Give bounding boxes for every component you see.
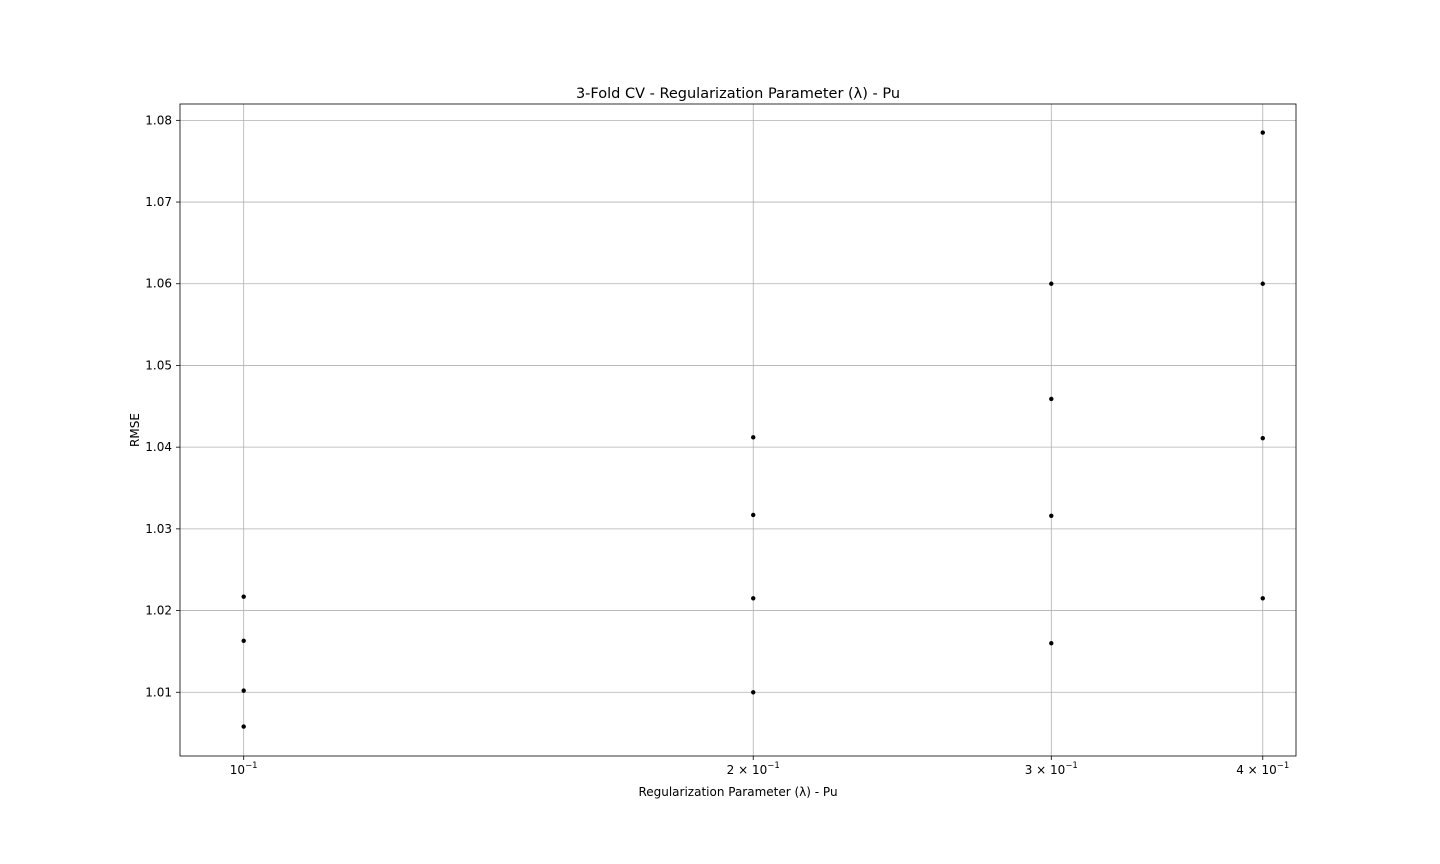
x-axis-label: Regularization Parameter (λ) - Pu <box>638 785 837 799</box>
scatter-point <box>751 512 756 518</box>
y-tick-label: 1.04 <box>145 440 172 454</box>
x-tick-label: 4 × 10−1 <box>1236 761 1289 777</box>
scatter-point <box>1049 396 1054 402</box>
x-tick-label: 10−1 <box>230 761 258 777</box>
x-tick-base: 10 <box>752 763 767 777</box>
chart-title: 3-Fold CV - Regularization Parameter (λ)… <box>576 86 900 102</box>
scatter-point <box>1260 435 1265 441</box>
scatter-point <box>241 724 246 729</box>
scatter-point <box>1049 281 1054 286</box>
y-tick-label: 1.07 <box>145 195 172 209</box>
scatter-point <box>751 596 756 601</box>
scatter-point <box>241 638 246 643</box>
data-points <box>241 130 1265 729</box>
x-tick-label: 3 × 10−1 <box>1025 761 1078 777</box>
x-tick-base: 10 <box>1262 763 1277 777</box>
scatter-point <box>241 688 246 693</box>
y-tick-label: 1.05 <box>145 358 172 372</box>
x-tick-base: 10 <box>230 763 245 777</box>
scatter-point <box>1049 513 1054 518</box>
y-tick-label: 1.02 <box>145 604 172 618</box>
scatter-point <box>1260 281 1265 286</box>
scatter-point <box>1260 130 1265 135</box>
x-axis-ticks: 10−1 2 × 10−1 3 × 10−1 4 × 10−1 <box>230 756 1289 777</box>
y-tick-label: 1.01 <box>145 685 172 699</box>
scatter-point <box>751 435 756 440</box>
y-tick-label: 1.03 <box>145 522 172 536</box>
x-tick-mantissa: 4 × <box>1236 763 1261 777</box>
y-axis-label: RMSE <box>128 413 142 447</box>
axes-frame <box>179 103 1297 757</box>
scatter-point <box>1049 641 1054 646</box>
x-tick-mantissa: 3 × <box>1025 763 1050 777</box>
y-tick-label: 1.06 <box>145 277 172 291</box>
y-axis-ticks: 1.01 1.02 1.03 1.04 1.05 1.06 1.07 1.08 <box>145 113 180 699</box>
x-tick-exponent: −1 <box>767 761 780 771</box>
scatter-point <box>241 594 246 599</box>
grid-lines <box>180 104 1296 756</box>
y-tick-label: 1.08 <box>145 113 172 127</box>
x-tick-label: 2 × 10−1 <box>727 761 780 777</box>
scatter-point <box>1260 596 1265 601</box>
scatter-point <box>751 690 756 695</box>
x-tick-mantissa: 2 × <box>727 763 752 777</box>
x-tick-exponent: −1 <box>245 761 258 771</box>
x-tick-exponent: −1 <box>1277 761 1290 771</box>
x-tick-exponent: −1 <box>1065 761 1078 771</box>
x-tick-base: 10 <box>1050 763 1065 777</box>
